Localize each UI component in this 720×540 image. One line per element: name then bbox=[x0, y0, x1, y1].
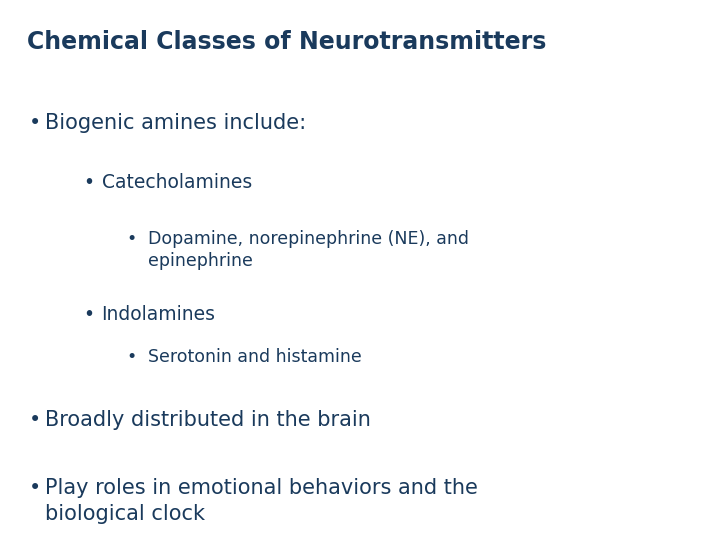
Text: •: • bbox=[29, 113, 41, 133]
Text: •: • bbox=[83, 173, 94, 192]
Text: Catecholamines: Catecholamines bbox=[102, 173, 252, 192]
Text: Biogenic amines include:: Biogenic amines include: bbox=[45, 113, 306, 133]
Text: •: • bbox=[126, 230, 136, 247]
Text: Broadly distributed in the brain: Broadly distributed in the brain bbox=[45, 410, 371, 430]
Text: Indolamines: Indolamines bbox=[102, 305, 215, 324]
Text: •: • bbox=[126, 348, 136, 366]
Text: Play roles in emotional behaviors and the
biological clock: Play roles in emotional behaviors and th… bbox=[45, 478, 477, 523]
Text: •: • bbox=[29, 478, 41, 498]
Text: •: • bbox=[29, 410, 41, 430]
Text: Serotonin and histamine: Serotonin and histamine bbox=[148, 348, 361, 366]
Text: •: • bbox=[83, 305, 94, 324]
Text: Chemical Classes of Neurotransmitters: Chemical Classes of Neurotransmitters bbox=[27, 30, 546, 53]
Text: Dopamine, norepinephrine (NE), and
epinephrine: Dopamine, norepinephrine (NE), and epine… bbox=[148, 230, 469, 271]
